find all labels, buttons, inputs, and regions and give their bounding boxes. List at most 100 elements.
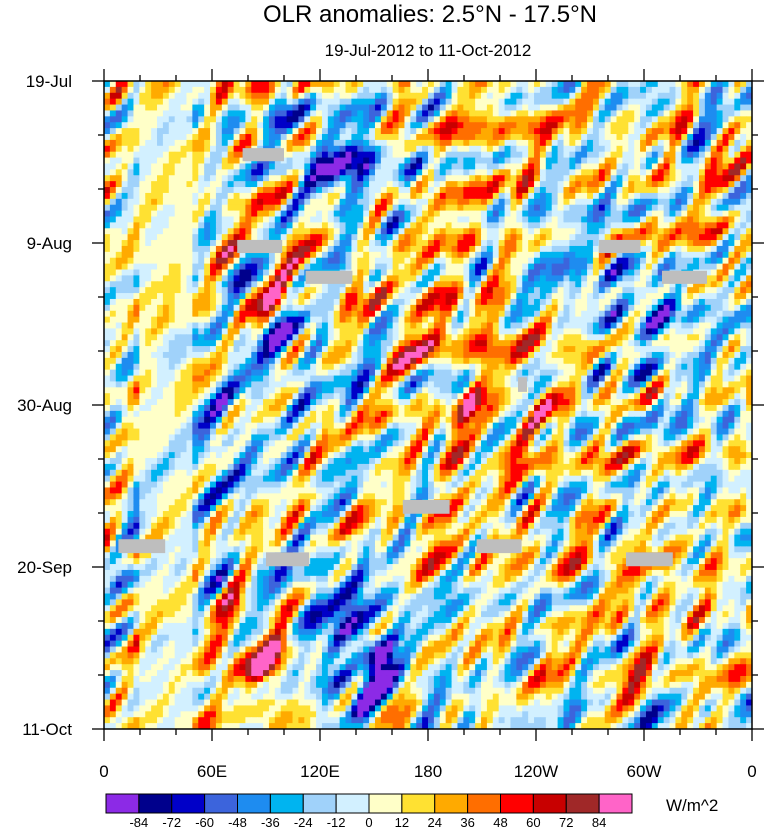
field-cell — [451, 228, 458, 235]
field-cell — [245, 257, 252, 265]
field-cell — [292, 263, 299, 271]
field-cell — [622, 310, 629, 318]
field-cell — [292, 310, 299, 318]
field-cell — [168, 340, 176, 347]
field-cell — [162, 187, 170, 194]
field-cell — [239, 210, 246, 217]
field-cell — [693, 216, 700, 223]
field-cell — [139, 334, 146, 341]
field-cell — [457, 157, 464, 164]
field-cell — [463, 240, 470, 247]
field-cell — [481, 222, 488, 229]
field-cell — [475, 92, 482, 100]
field-cell — [610, 104, 618, 111]
field-cell — [115, 228, 123, 235]
field-cell — [215, 98, 223, 106]
field-cell — [127, 222, 134, 229]
field-cell — [422, 240, 429, 247]
field-cell — [740, 128, 747, 135]
field-cell — [233, 263, 240, 271]
field-cell — [522, 104, 529, 111]
field-cell — [139, 86, 146, 94]
field-cell — [616, 334, 623, 341]
field-cell — [369, 134, 376, 141]
field-cell — [693, 310, 700, 318]
field-cell — [457, 222, 464, 229]
field-cell — [451, 269, 458, 276]
field-cell — [428, 187, 435, 194]
field-cell — [198, 234, 205, 241]
field-cell — [510, 222, 517, 229]
field-cell — [233, 151, 240, 159]
field-cell — [669, 157, 676, 164]
field-cell — [510, 228, 517, 235]
field-cell — [251, 340, 258, 347]
field-cell — [563, 328, 570, 335]
field-cell — [534, 86, 541, 94]
field-cell — [162, 293, 170, 300]
field-cell — [257, 104, 264, 111]
field-cell — [404, 304, 411, 312]
field-cell — [386, 304, 394, 312]
field-cell — [516, 222, 523, 229]
field-cell — [581, 181, 588, 188]
field-cell — [622, 122, 629, 129]
field-cell — [740, 210, 747, 217]
field-cell — [569, 293, 576, 300]
field-cell — [604, 293, 612, 300]
field-cell — [551, 110, 559, 117]
field-cell — [210, 104, 217, 111]
field-cell — [651, 275, 659, 282]
field-cell — [174, 257, 182, 265]
field-cell — [746, 175, 752, 182]
field-cell — [386, 157, 394, 164]
field-cell — [669, 145, 676, 153]
field-cell — [693, 192, 700, 200]
field-cell — [433, 293, 441, 300]
field-cell — [339, 128, 347, 135]
field-cell — [422, 198, 429, 206]
field-cell — [286, 287, 294, 294]
field-cell — [115, 104, 123, 111]
field-cell — [510, 293, 517, 300]
field-cell — [186, 245, 193, 253]
field-cell — [386, 139, 394, 147]
field-cell — [345, 216, 352, 223]
field-cell — [463, 145, 470, 153]
field-cell — [263, 263, 270, 271]
field-cell — [363, 281, 370, 288]
field-cell — [392, 334, 400, 341]
field-cell — [380, 316, 388, 324]
field-cell — [192, 222, 199, 229]
field-cell — [563, 293, 570, 300]
field-cell — [351, 169, 358, 176]
field-cell — [151, 128, 158, 135]
field-cell — [374, 187, 382, 194]
field-cell — [469, 316, 476, 324]
field-cell — [587, 322, 594, 329]
field-cell — [380, 281, 388, 288]
field-cell — [292, 346, 299, 353]
field-cell — [239, 298, 246, 306]
field-cell — [575, 293, 582, 300]
field-cell — [740, 334, 747, 341]
field-cell — [274, 222, 282, 229]
field-cell — [410, 293, 417, 300]
field-cell — [316, 298, 323, 306]
field-cell — [663, 139, 671, 147]
field-cell — [616, 110, 623, 117]
field-cell — [310, 216, 317, 223]
field-cell — [592, 81, 600, 88]
field-cell — [628, 81, 635, 88]
field-cell — [651, 134, 659, 141]
field-cell — [268, 134, 276, 141]
field-cell — [321, 145, 329, 153]
field-cell — [333, 316, 341, 324]
field-cell — [127, 328, 134, 335]
field-cell — [681, 81, 688, 88]
field-cell — [121, 110, 129, 117]
field-cell — [204, 245, 211, 253]
field-cell — [710, 222, 718, 229]
field-cell — [740, 122, 747, 129]
field-cell — [268, 322, 276, 329]
